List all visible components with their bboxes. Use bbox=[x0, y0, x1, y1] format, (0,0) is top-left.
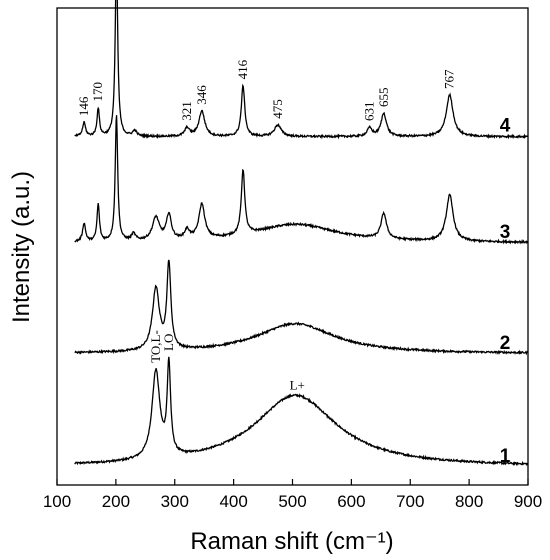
x-tick-label: 200 bbox=[102, 492, 130, 511]
series-line-4 bbox=[74, 0, 529, 140]
x-tick-label: 500 bbox=[278, 492, 306, 511]
plot-frame bbox=[56, 7, 529, 486]
peak-label: 170 bbox=[90, 82, 105, 102]
series-label: 2 bbox=[500, 333, 511, 354]
x-tick-label: 300 bbox=[161, 492, 189, 511]
series-line-3 bbox=[74, 115, 529, 245]
series-label: 1 bbox=[500, 446, 511, 467]
series-line-2 bbox=[74, 259, 529, 356]
y-axis-title: Intensity (a.u.) bbox=[8, 171, 35, 323]
x-tick-label: 800 bbox=[455, 492, 483, 511]
x-tick-label: 600 bbox=[337, 492, 365, 511]
peak-label: 321 bbox=[179, 101, 194, 121]
x-tick-label: 100 bbox=[43, 492, 71, 511]
peak-label: LO bbox=[161, 334, 176, 351]
peak-label: 416 bbox=[235, 59, 250, 79]
peak-label: 346 bbox=[194, 85, 209, 105]
x-tick-label: 700 bbox=[396, 492, 424, 511]
peak-label: 655 bbox=[376, 88, 391, 108]
peak-label: TO,L- bbox=[148, 330, 163, 363]
peak-label: 767 bbox=[442, 69, 457, 89]
x-tick-label: 900 bbox=[514, 492, 542, 511]
series-line-1 bbox=[74, 356, 528, 467]
peak-label: 146 bbox=[76, 96, 91, 116]
peak-label: 631 bbox=[362, 102, 377, 122]
series-label: 3 bbox=[500, 222, 511, 243]
peak-label: 475 bbox=[270, 99, 285, 119]
peak-label: L+ bbox=[290, 377, 305, 392]
series-label: 4 bbox=[500, 116, 511, 137]
x-tick-label: 400 bbox=[219, 492, 247, 511]
x-axis-title: Raman shift (cm⁻¹) bbox=[190, 528, 393, 555]
